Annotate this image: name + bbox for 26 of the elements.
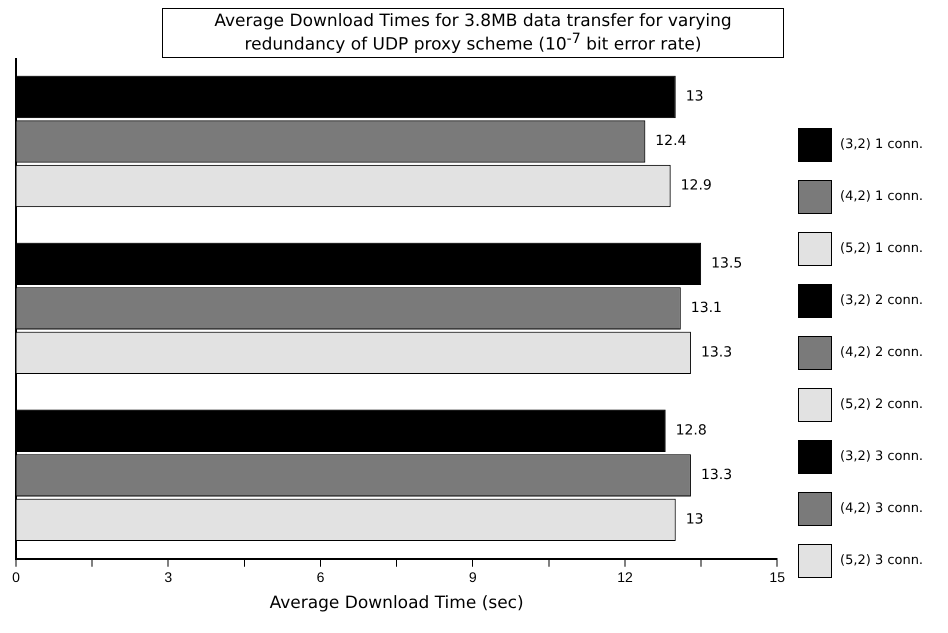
text: (4,2) 3 conn. bbox=[840, 501, 924, 516]
text: (5,2) 1 conn. bbox=[840, 241, 924, 256]
text: (3,2) 3 conn. bbox=[840, 449, 924, 464]
x-tick-label: 9 bbox=[468, 568, 477, 585]
x-tick-label: 6 bbox=[316, 568, 325, 585]
data-label: 13.1 bbox=[690, 300, 722, 316]
data-label: 12.4 bbox=[655, 132, 687, 149]
text: (5,2) 2 conn. bbox=[840, 397, 924, 412]
text: (3,2) 1 conn. bbox=[840, 137, 924, 152]
data-label: 13.5 bbox=[711, 255, 742, 272]
text: (5,2) 3 conn. bbox=[840, 553, 924, 568]
x-axis-title: Average Download Time (sec) bbox=[270, 592, 524, 613]
data-label: 12.8 bbox=[676, 422, 707, 438]
text: (4,2) 2 conn. bbox=[840, 345, 924, 360]
x-tick-label: 3 bbox=[164, 568, 172, 585]
data-label: 12.9 bbox=[680, 177, 712, 194]
data-label: 13.3 bbox=[700, 466, 732, 483]
chart-title: Average Download Times for 3.8MB data transfer for varying redundancy of UDP proxy scheme (10$^{-7}$ bit error rate) bbox=[162, 8, 784, 58]
text: (4,2) 1 conn. bbox=[840, 189, 924, 204]
x-tick-label: 15 bbox=[769, 568, 786, 585]
x-tick-label: 12 bbox=[617, 568, 633, 585]
data-label: 13 bbox=[686, 88, 704, 104]
text: (3,2) 2 conn. bbox=[840, 293, 924, 308]
data-label: 13.3 bbox=[700, 344, 732, 360]
x-tick-label: 0 bbox=[12, 568, 20, 585]
data-label: 13 bbox=[686, 511, 704, 528]
